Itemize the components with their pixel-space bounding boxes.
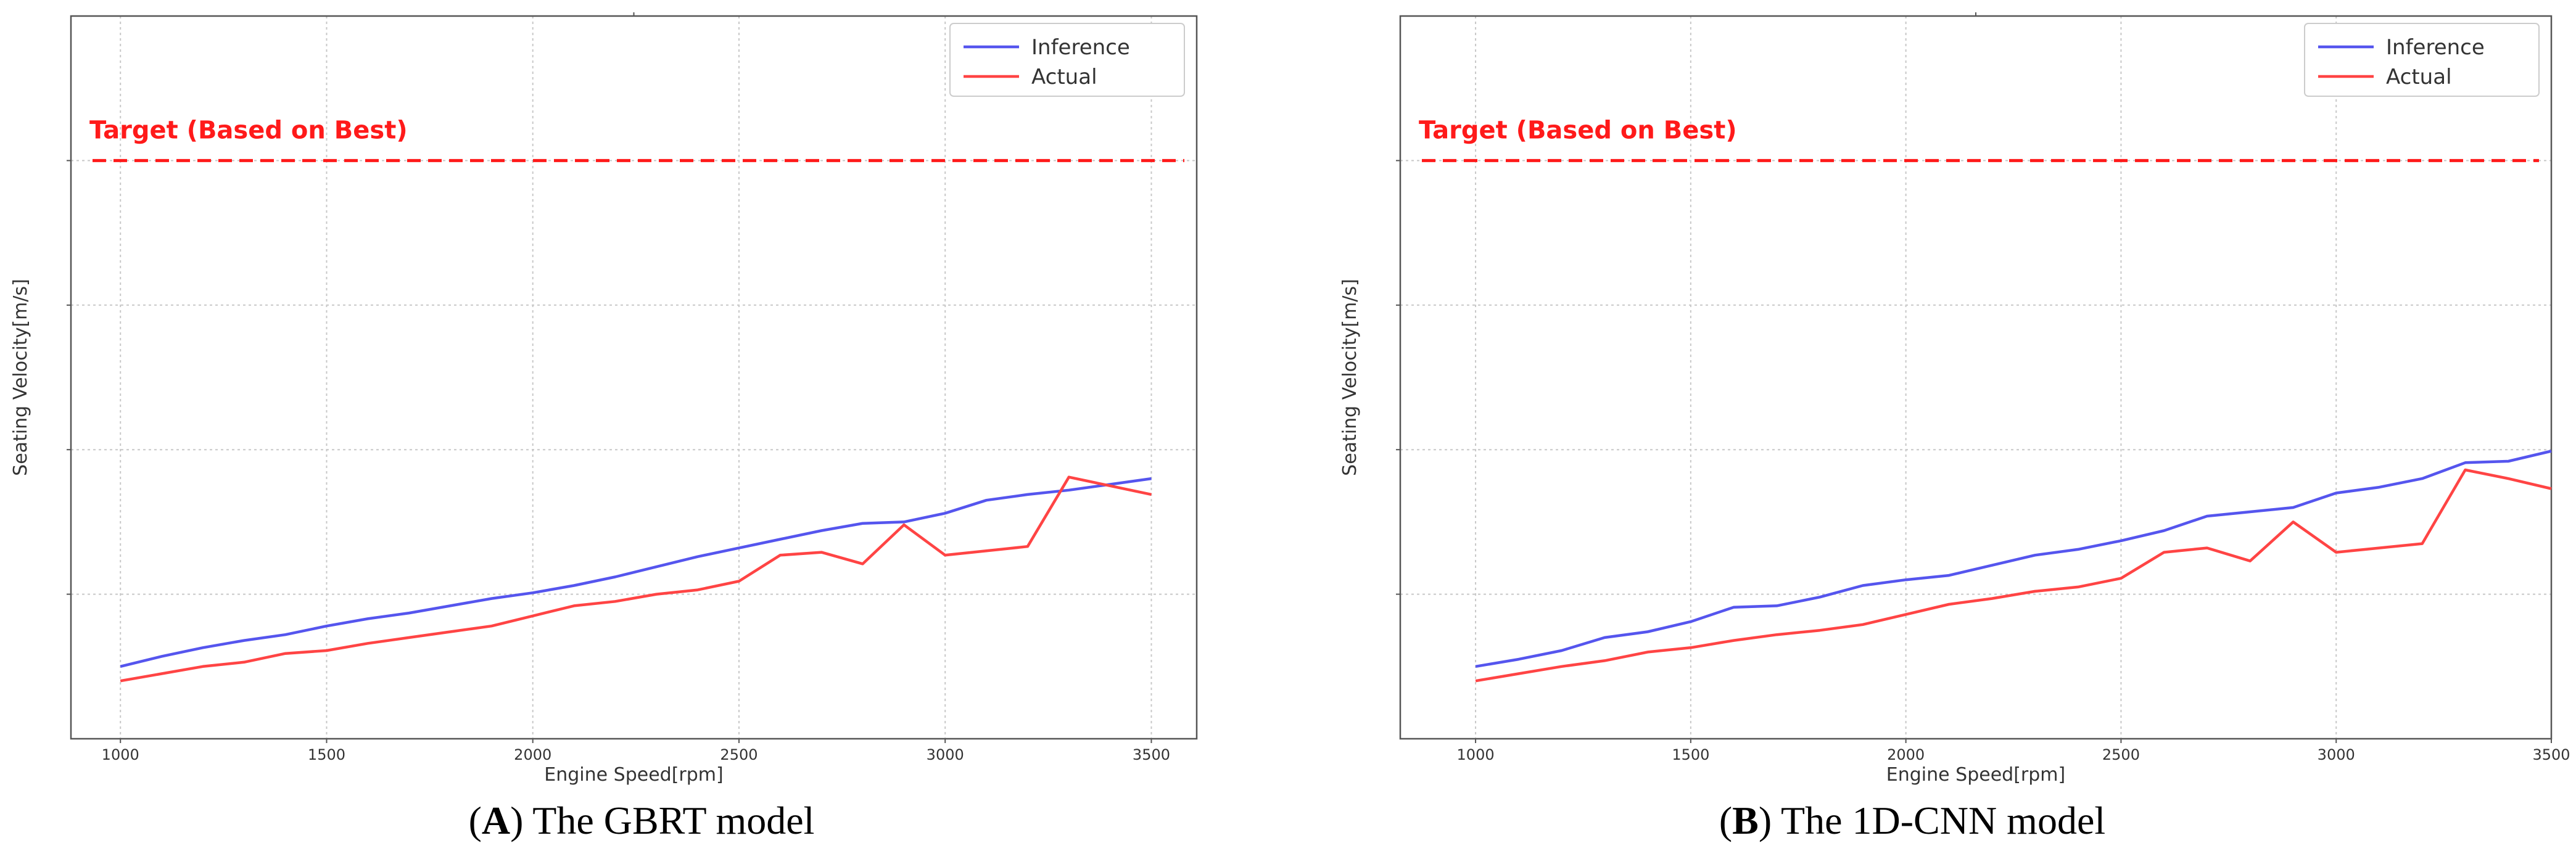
caption-letter: B [1732,799,1759,842]
panel-b: 1000 1500 2000 2500 3000 3500 Engine Speed[rp… [1339,12,2570,842]
x-tick-label: 1000 [1457,746,1495,763]
x-tick-label: 3000 [927,746,964,763]
plot-area: 1000 1500 2000 2500 3000 3500 [1396,12,2570,763]
x-tick-label: 2000 [514,746,551,763]
caption: (B) The 1D-CNN model [1719,799,2105,842]
series-line-inference [1475,450,2552,668]
legend-box [2304,23,2540,97]
legend-label-inference: Inference [2386,35,2485,60]
x-tick-label: 3000 [2318,746,2355,763]
caption-text: ) The 1D-CNN model [1759,799,2105,842]
x-tick-label: 2500 [2102,746,2140,763]
series-line-inference [120,477,1152,668]
caption: (A) The GBRT model [469,799,815,842]
legend-label-inference: Inference [1031,35,1130,60]
x-tick-label: 1500 [308,746,345,763]
caption-letter: A [482,799,510,842]
panel-a: 1000 1500 2000 2500 3000 3500 Engine Speed[rp… [10,12,1198,842]
series-line-actual [1475,468,2552,683]
x-tick-label: 3500 [2532,746,2570,763]
x-tick-label: 1500 [1672,746,1709,763]
y-axis-label: Seating Velocity[m/s] [1339,279,1361,476]
plot-area: 1000 1500 2000 2500 3000 3500 [67,12,1198,763]
x-tick-label: 2500 [720,746,758,763]
caption-text: ) The GBRT model [510,799,814,842]
target-label: Target (Based on Best) [1419,116,1737,144]
legend-label-actual: Actual [2386,65,2452,89]
x-tick-label: 3500 [1133,746,1170,763]
legend-label-actual: Actual [1031,65,1097,89]
legend: Inference Actual [2386,35,2485,89]
x-tick-label: 1000 [102,746,139,763]
y-axis-label: Seating Velocity[m/s] [10,279,31,476]
x-axis-label: Engine Speed[rpm] [1886,764,2065,786]
target-label: Target (Based on Best) [89,116,408,144]
legend: Inference Actual [1031,35,1130,89]
x-axis-label: Engine Speed[rpm] [544,764,723,786]
series-line-actual [120,475,1152,683]
x-tick-label: 2000 [1887,746,1925,763]
legend-box [949,23,1185,97]
